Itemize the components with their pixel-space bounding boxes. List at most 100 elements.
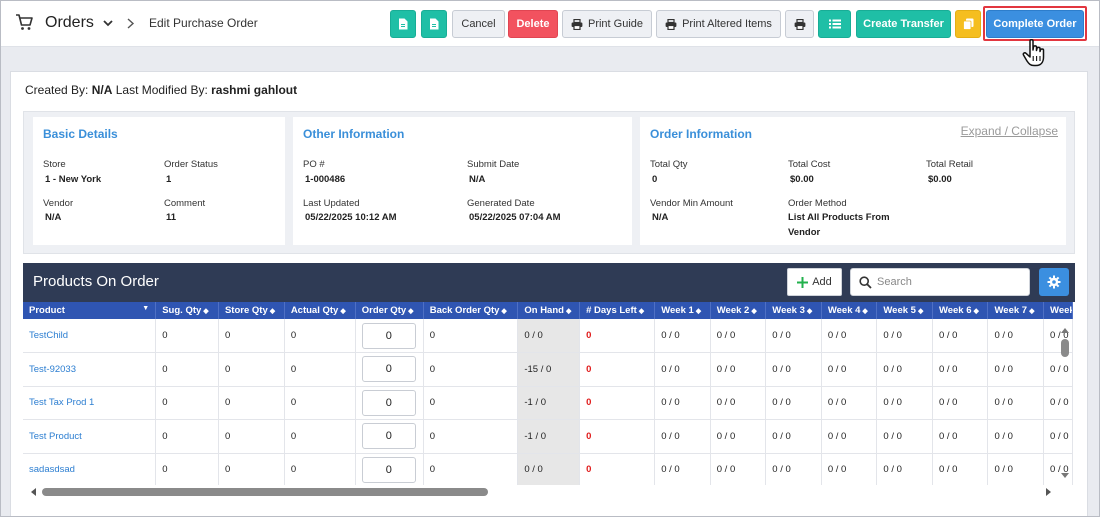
- complete-order-button[interactable]: Complete Order: [986, 10, 1084, 38]
- product-link[interactable]: Test-92033: [23, 352, 157, 387]
- sort-icon[interactable]: ◆: [806, 308, 813, 315]
- column-header[interactable]: Week 2 ◆: [710, 302, 767, 319]
- column-header[interactable]: Order Qty ◆: [355, 302, 424, 319]
- expand-collapse-link[interactable]: Expand / Collapse: [960, 124, 1058, 138]
- vertical-scrollbar[interactable]: [1058, 325, 1072, 485]
- column-header[interactable]: Back Order Qty ◆: [423, 302, 519, 319]
- print-guide-button[interactable]: Print Guide: [562, 10, 652, 38]
- search-input[interactable]: [877, 273, 1025, 291]
- copy-button[interactable]: [955, 10, 981, 38]
- column-header[interactable]: Product ▼: [23, 302, 157, 319]
- complete-order-label: Complete Order: [993, 18, 1077, 30]
- column-header[interactable]: # Days Left ◆: [579, 302, 656, 319]
- print-altered-items-button[interactable]: Print Altered Items: [656, 10, 781, 38]
- week-cell: 0 / 0: [876, 419, 933, 454]
- week-cell: 0 / 0: [765, 319, 822, 353]
- basic-details-card: Basic Details Store 1 - New York Order S…: [33, 117, 285, 245]
- document-icon: [399, 18, 408, 30]
- product-link[interactable]: Test Tax Prod 1: [23, 386, 157, 420]
- sort-icon[interactable]: ◆: [973, 308, 979, 315]
- column-header[interactable]: Week 1 ◆: [654, 302, 711, 319]
- column-header[interactable]: Actual Qty ◆: [284, 302, 356, 319]
- order-qty-input[interactable]: [361, 322, 416, 349]
- days-left-cell: 0: [579, 453, 656, 485]
- sort-icon[interactable]: ◆: [1029, 308, 1035, 315]
- column-header[interactable]: Week 5 ◆: [876, 302, 933, 319]
- add-product-button[interactable]: Add: [787, 268, 842, 296]
- days-left-cell: 0: [579, 386, 656, 420]
- sort-icon[interactable]: ◆: [269, 308, 276, 315]
- sort-icon[interactable]: ◆: [340, 308, 346, 315]
- actual-qty-cell: 0: [284, 319, 356, 353]
- order-qty-input[interactable]: [361, 456, 416, 483]
- sort-icon[interactable]: ◆: [862, 308, 868, 315]
- order-qty-input[interactable]: [361, 356, 416, 383]
- sort-icon[interactable]: ◆: [203, 308, 209, 315]
- column-header-label: Product: [29, 305, 65, 316]
- days-left-cell: 0: [579, 319, 656, 353]
- sug-qty-cell: 0: [155, 352, 219, 387]
- column-header[interactable]: Week 8◆: [1043, 302, 1073, 319]
- horizontal-scrollbar[interactable]: [23, 485, 1059, 499]
- back-order-qty-cell: 0: [423, 319, 519, 353]
- order-method-label: Order Method: [788, 198, 847, 209]
- days-left-cell: 0: [579, 352, 656, 387]
- order-qty-input[interactable]: [361, 389, 416, 416]
- print-guide-label: Print Guide: [587, 18, 644, 30]
- sort-icon[interactable]: ◆: [565, 308, 572, 315]
- column-header-label: Sug. Qty: [162, 305, 202, 316]
- sort-icon[interactable]: ◆: [917, 308, 924, 315]
- column-header[interactable]: Week 7 ◆: [987, 302, 1045, 319]
- product-link[interactable]: Test Product: [23, 419, 157, 454]
- breadcrumb: Edit Purchase Order: [149, 16, 258, 30]
- comment-label: Comment: [164, 198, 206, 209]
- order-qty-input[interactable]: [361, 423, 416, 450]
- column-header[interactable]: Sug. Qty ◆: [155, 302, 219, 319]
- list-button[interactable]: [818, 10, 851, 38]
- week-cell: 0 / 0: [654, 419, 711, 454]
- on-hand-cell: -1 / 0: [517, 386, 581, 420]
- print-button[interactable]: [785, 10, 814, 38]
- settings-button[interactable]: [1039, 268, 1069, 296]
- document-button[interactable]: [390, 10, 416, 38]
- column-header-label: Order Qty: [361, 305, 407, 316]
- column-header[interactable]: Week 4 ◆: [821, 302, 878, 319]
- delete-button[interactable]: Delete: [508, 10, 558, 38]
- products-title: Products On Order: [33, 273, 159, 290]
- search-box: [850, 268, 1030, 296]
- product-link[interactable]: sadasdsad: [23, 453, 157, 485]
- sort-icon[interactable]: ◆: [695, 308, 702, 315]
- sort-icon[interactable]: ◆: [408, 308, 414, 315]
- cancel-button[interactable]: Cancel: [452, 10, 505, 38]
- sort-icon[interactable]: ◆: [501, 308, 507, 315]
- column-header[interactable]: Week 3 ◆: [765, 302, 822, 319]
- cart-icon[interactable]: [15, 13, 33, 31]
- created-by-line: Created By: N/A Last Modified By: rashmi…: [25, 83, 297, 97]
- column-header[interactable]: Week 6 ◆: [932, 302, 989, 319]
- document-alt-button[interactable]: [421, 10, 447, 38]
- order-qty-cell: [355, 419, 424, 454]
- week-cell: 0 / 0: [710, 453, 767, 485]
- column-header[interactable]: On Hand ◆: [517, 302, 581, 319]
- week-cell: 0 / 0: [932, 352, 989, 387]
- column-header-label: Week 6: [938, 305, 972, 316]
- store-qty-cell: 0: [218, 352, 285, 387]
- create-transfer-button[interactable]: Create Transfer: [856, 10, 951, 38]
- create-transfer-label: Create Transfer: [863, 18, 944, 30]
- week-cell: 0 / 0: [876, 386, 933, 420]
- page-title[interactable]: Orders: [45, 14, 94, 31]
- sort-icon[interactable]: ◆: [751, 308, 757, 315]
- store-label: Store: [43, 159, 66, 170]
- column-header[interactable]: Store Qty ◆: [218, 302, 285, 319]
- cancel-label: Cancel: [461, 18, 496, 30]
- store-qty-cell: 0: [218, 386, 285, 420]
- product-link[interactable]: TestChild: [23, 319, 157, 353]
- sort-icon[interactable]: ◆: [638, 308, 645, 315]
- chevron-down-icon[interactable]: [102, 17, 114, 29]
- print-altered-label: Print Altered Items: [682, 18, 772, 30]
- sort-icon[interactable]: ▼: [142, 305, 150, 312]
- column-header-label: On Hand: [524, 305, 564, 316]
- column-header-label: Week 1: [661, 305, 694, 316]
